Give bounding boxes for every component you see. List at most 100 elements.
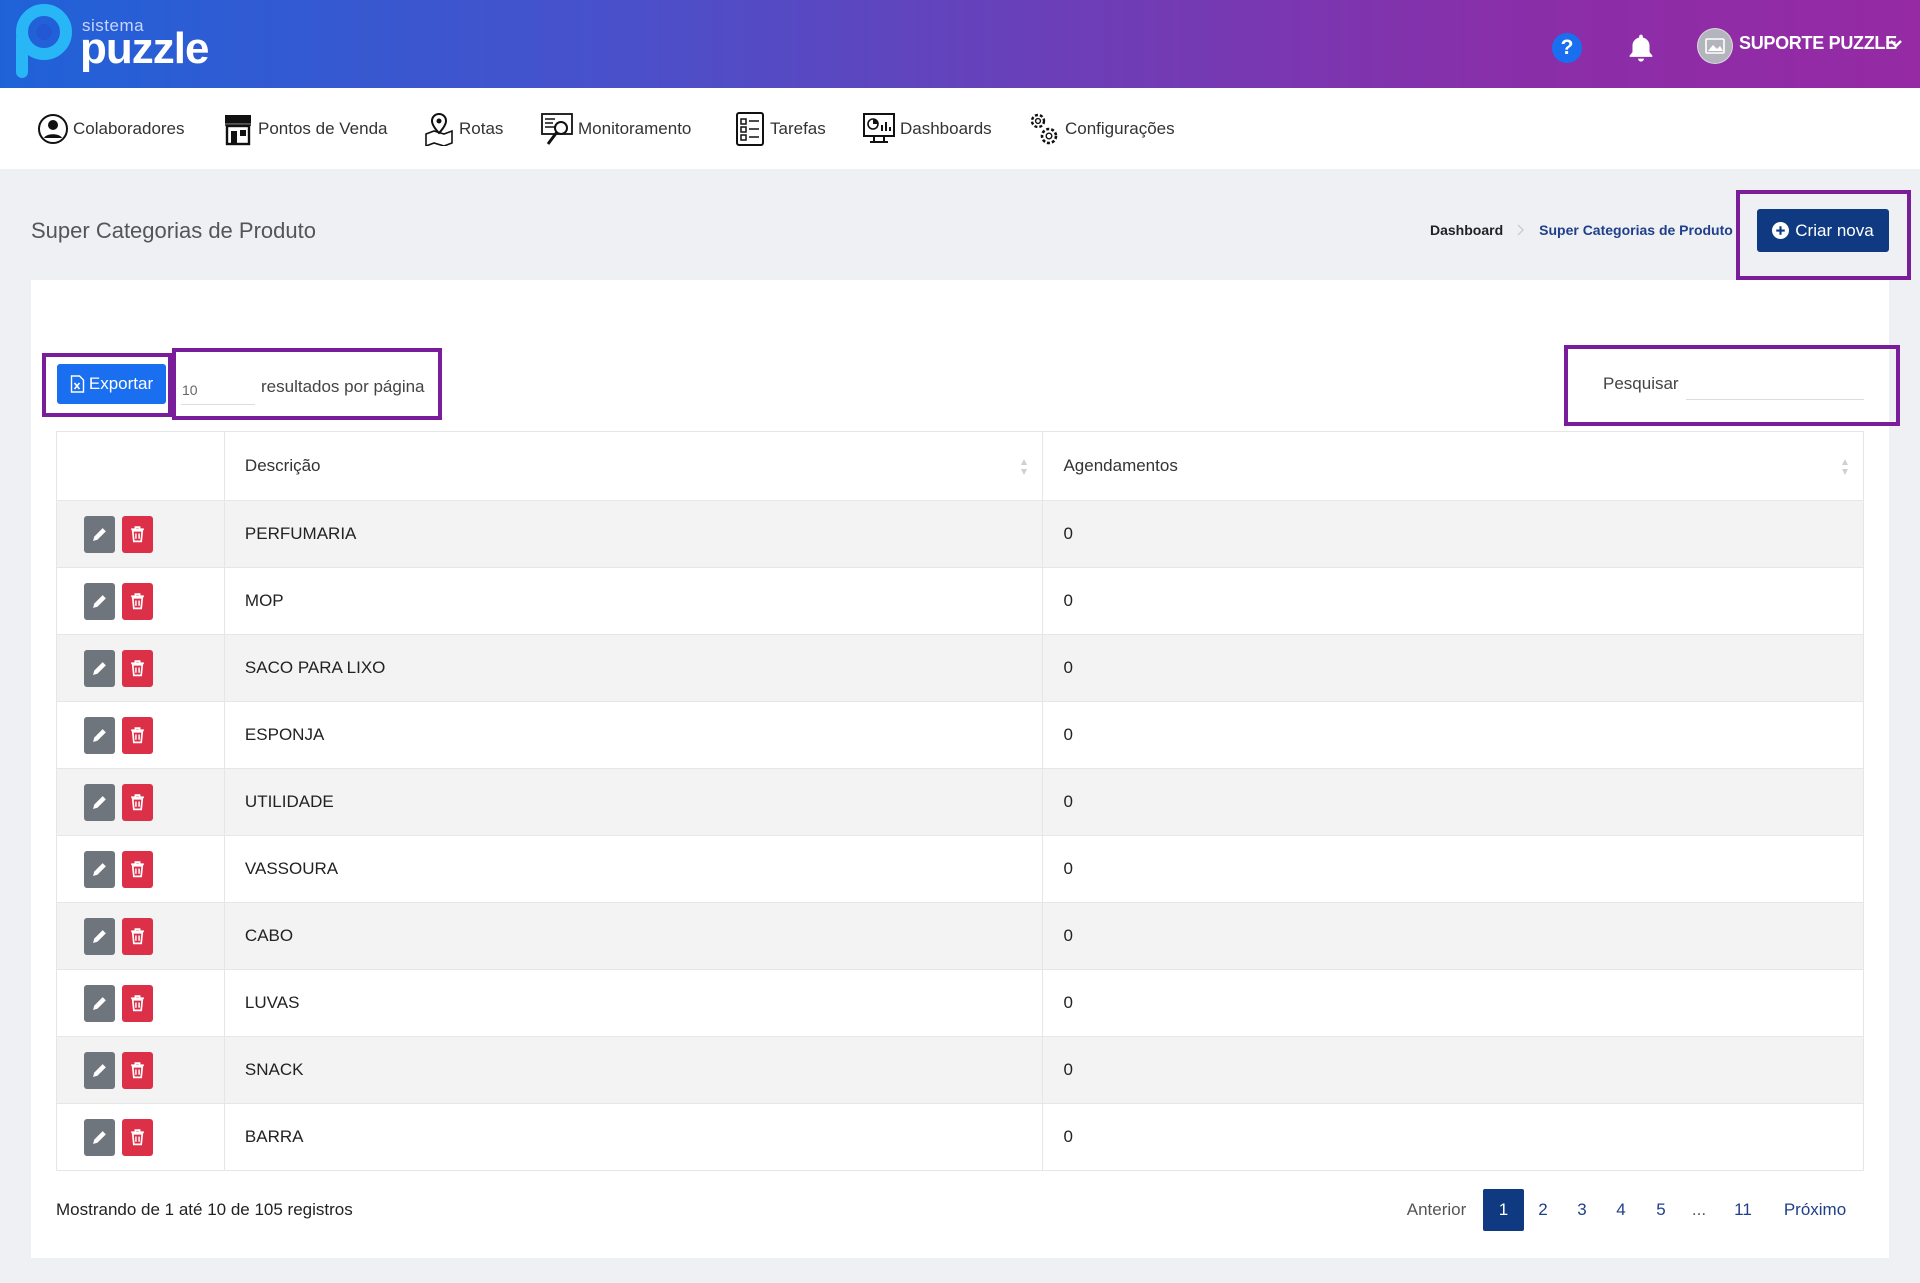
edit-button[interactable]: [84, 1118, 115, 1156]
delete-button[interactable]: [122, 984, 153, 1022]
cell-agendamentos: 0: [1042, 500, 1864, 568]
pagination-page-11[interactable]: 11: [1734, 1200, 1752, 1219]
highlight-box-export: [42, 353, 172, 417]
page-title: Super Categorias de Produto: [31, 218, 316, 243]
excel-file-icon: [70, 375, 85, 393]
pagination-page-2[interactable]: 2: [1538, 1200, 1548, 1219]
nav-item-monitoramento[interactable]: Monitoramento: [540, 108, 691, 150]
delete-button[interactable]: [122, 783, 153, 821]
pagination-page-1[interactable]: 1: [1483, 1189, 1524, 1231]
edit-button[interactable]: [84, 582, 115, 620]
sort-icon[interactable]: [1841, 458, 1849, 476]
row-actions: [56, 567, 225, 635]
create-new-button[interactable]: Criar nova: [1757, 209, 1889, 252]
pagination-page-3[interactable]: 3: [1577, 1200, 1587, 1219]
nav-item-configuracoes[interactable]: Configurações: [1027, 108, 1175, 150]
nav-item-pontos-de-venda[interactable]: Pontos de Venda: [222, 108, 388, 150]
trash-icon: [131, 860, 144, 877]
edit-button[interactable]: [84, 716, 115, 754]
per-page-input[interactable]: [181, 375, 255, 405]
cell-agendamentos: 0: [1042, 969, 1864, 1037]
edit-button[interactable]: [84, 984, 115, 1022]
column-header-descricao[interactable]: Descrição: [223, 431, 1044, 501]
delete-button[interactable]: [122, 850, 153, 888]
nav-item-dashboards[interactable]: Dashboards: [862, 108, 992, 150]
breadcrumb-home[interactable]: Dashboard: [1430, 222, 1504, 238]
pencil-icon: [93, 929, 106, 943]
edit-button[interactable]: [84, 1051, 115, 1089]
edit-button[interactable]: [84, 783, 115, 821]
edit-button[interactable]: [84, 649, 115, 687]
bell-icon[interactable]: [1625, 32, 1657, 64]
cell-agendamentos: 0: [1042, 835, 1864, 903]
monitoring-icon: [541, 113, 573, 145]
row-actions: [56, 1103, 225, 1171]
delete-button[interactable]: [122, 1118, 153, 1156]
pagination-page-5[interactable]: 5: [1656, 1200, 1666, 1219]
pencil-icon: [93, 661, 106, 675]
table-row: BARRA 0: [56, 1103, 1864, 1171]
delete-button[interactable]: [122, 582, 153, 620]
edit-button[interactable]: [84, 850, 115, 888]
search-input[interactable]: [1686, 370, 1864, 400]
row-actions: [56, 969, 225, 1037]
user-menu-name[interactable]: SUPORTE PUZZLE: [1739, 33, 1897, 53]
cell-agendamentos: 0: [1042, 768, 1864, 836]
edit-button[interactable]: [84, 917, 115, 955]
table-row: VASSOURA 0: [56, 835, 1864, 903]
nav-item-colaboradores[interactable]: Colaboradores: [37, 108, 185, 150]
delete-button[interactable]: [122, 515, 153, 553]
column-label-agendamentos: Agendamentos: [1063, 456, 1178, 475]
per-page-label: resultados por página: [261, 377, 425, 396]
highlight-box-create: [1736, 190, 1911, 280]
pagination-ellipsis: ...: [1691, 1200, 1707, 1219]
pencil-icon: [93, 1063, 106, 1077]
delete-button[interactable]: [122, 649, 153, 687]
table-row: CABO 0: [56, 902, 1864, 970]
pagination-previous[interactable]: Anterior: [1406, 1200, 1467, 1219]
cell-descricao: SACO PARA LIXO: [223, 634, 1044, 702]
pencil-icon: [93, 795, 106, 809]
pagination-page-4[interactable]: 4: [1616, 1200, 1626, 1219]
table-row: LUVAS 0: [56, 969, 1864, 1037]
delete-button[interactable]: [122, 716, 153, 754]
cell-agendamentos: 0: [1042, 701, 1864, 769]
logo-small-text: sistema: [82, 16, 145, 35]
nav-item-rotas[interactable]: Rotas: [423, 108, 503, 150]
row-actions: [56, 1036, 225, 1104]
gears-icon: [1030, 113, 1058, 145]
logo[interactable]: sistema puzzle: [14, 2, 244, 86]
export-button[interactable]: Exportar: [57, 364, 166, 404]
nav-label-dashboards: Dashboards: [900, 119, 992, 138]
delete-button[interactable]: [122, 1051, 153, 1089]
nav-label-rotas: Rotas: [459, 119, 504, 138]
cell-agendamentos: 0: [1042, 567, 1864, 635]
nav-item-tarefas[interactable]: Tarefas: [734, 108, 826, 150]
main-nav: Colaboradores Pontos de Venda Rotas Moni…: [0, 88, 1920, 169]
breadcrumb: Dashboard Super Categorias de Produto: [1430, 222, 1733, 238]
table-header-row: Descrição Agendamentos: [56, 431, 1864, 501]
pencil-icon: [93, 862, 106, 876]
column-label-descricao: Descrição: [244, 456, 321, 475]
avatar[interactable]: [1697, 28, 1733, 64]
chevron-down-icon[interactable]: [1889, 37, 1903, 51]
column-header-agendamentos[interactable]: Agendamentos: [1042, 431, 1864, 501]
delete-button[interactable]: [122, 917, 153, 955]
nav-label-tarefas: Tarefas: [770, 119, 826, 138]
highlight-box-search: [1564, 345, 1900, 426]
categories-table: Descrição Agendamentos PERFUMARIA 0 MOP 0 SA…: [56, 431, 1864, 1171]
store-icon: [225, 115, 251, 146]
breadcrumb-current: Super Categorias de Produto: [1539, 222, 1733, 238]
table-row: MOP 0: [56, 567, 1864, 635]
row-actions: [56, 634, 225, 702]
trash-icon: [131, 592, 144, 609]
cell-descricao: VASSOURA: [223, 835, 1044, 903]
task-list-icon: [736, 112, 764, 146]
help-button[interactable]: ?: [1552, 33, 1582, 63]
sort-icon[interactable]: [1020, 458, 1028, 476]
pagination-next[interactable]: Próximo: [1783, 1200, 1847, 1219]
cell-descricao: BARRA: [223, 1103, 1044, 1171]
edit-button[interactable]: [84, 515, 115, 553]
pencil-icon: [93, 728, 106, 742]
nav-label-pontos-de-venda: Pontos de Venda: [258, 119, 388, 138]
